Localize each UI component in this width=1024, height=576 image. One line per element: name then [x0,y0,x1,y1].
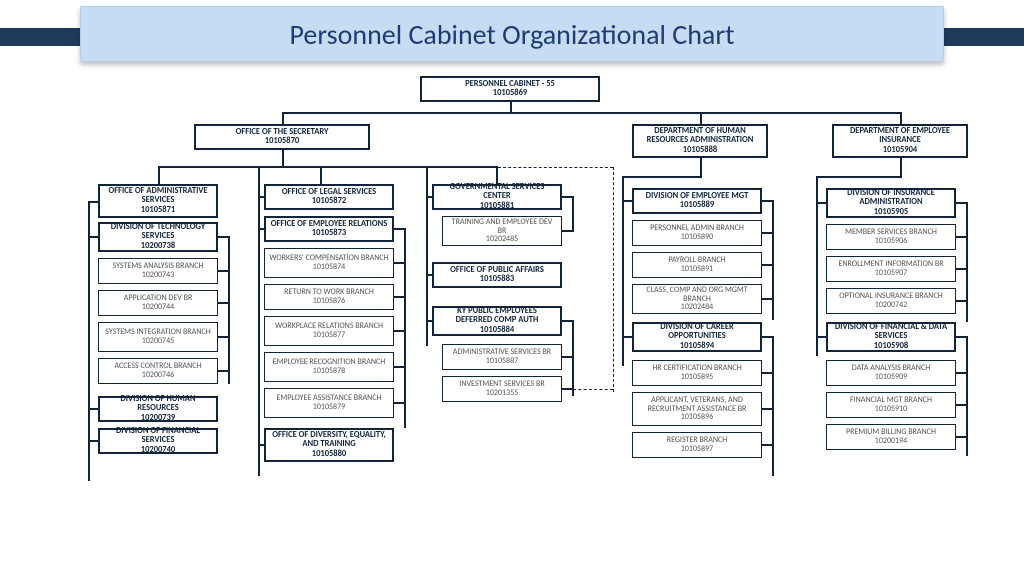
node-career-opp: DIVISION OF CAREER OPPORTUNITIES 1010589… [632,322,762,352]
node-personnel-admin: PERSONNEL ADMIN BRANCH 10105890 [632,220,762,246]
node-sys-integration: SYSTEMS INTEGRATION BRANCH 10200745 [98,322,218,352]
node-member-svc: MEMBER SERVICES BRANCH 10105906 [826,224,956,250]
node-div-hr: DIVISION OF HUMAN RESOURCES 10200739 [98,396,218,422]
node-training-dev: TRAINING AND EMPLOYEE DEV BR 10202485 [442,216,562,246]
node-hr-cert: HR CERTIFICATION BRANCH 10105895 [632,360,762,386]
node-gov-services: GOVERNMENTAL SERVICES CENTER 10105881 [432,184,562,210]
node-admin-services: OFFICE OF ADMINISTRATIVE SERVICES 101058… [98,184,218,218]
node-app-dev: APPLICATION DEV BR 10200744 [98,290,218,316]
node-workplace-rel: WORKPLACE RELATIONS BRANCH 10105877 [264,316,394,346]
node-return-work: RETURN TO WORK BRANCH 10105876 [264,284,394,310]
node-public-affairs: OFFICE OF PUBLIC AFFAIRS 10105883 [432,262,562,288]
node-access-control: ACCESS CONTROL BRANCH 10200746 [98,358,218,384]
node-diversity: OFFICE OF DIVERSITY, EQUALITY, AND TRAIN… [264,428,394,462]
node-payroll: PAYROLL BRANCH 10105891 [632,252,762,278]
node-fin-data: DIVISION OF FINANCIAL & DATA SERVICES 10… [826,322,956,352]
node-enrollment: ENROLLMENT INFORMATION BR 10105907 [826,256,956,282]
node-root: PERSONNEL CABINET - 55 10105869 [420,76,600,102]
node-admin-svc-br: ADMINISTRATIVE SERVICES BR 10105887 [442,344,562,370]
node-investment-svc: INVESTMENT SERVICES BR 10201355 [442,376,562,402]
node-premium-billing: PREMIUM BILLING BRANCH 10200194 [826,424,956,450]
node-applicant: APPLICANT, VETERANS, AND RECRUITMENT ASS… [632,392,762,426]
node-emp-recognition: EMPLOYEE RECOGNITION BRANCH 10105878 [264,352,394,382]
node-div-emp-mgt: DIVISION OF EMPLOYEE MGT 10105889 [632,188,762,214]
node-emp-relations: OFFICE OF EMPLOYEE RELATIONS 10105873 [264,216,394,242]
node-emp-assistance: EMPLOYEE ASSISTANCE BRANCH 10105879 [264,388,394,418]
node-emp-ins: DEPARTMENT OF EMPLOYEE INSURANCE 1010590… [832,124,968,158]
node-sys-analysis: SYSTEMS ANALYSIS BRANCH 10200743 [98,258,218,284]
chart-title: Personnel Cabinet Organizational Chart [80,6,944,62]
node-div-fin: DIVISION OF FINANCIAL SERVICES 10200740 [98,428,218,454]
node-class-comp: CLASS, COMP AND ORG MGMT BRANCH 10202484 [632,284,762,314]
node-ins-admin: DIVISION OF INSURANCE ADMINISTRATION 101… [826,188,956,218]
node-fin-mgt: FINANCIAL MGT BRANCH 10105910 [826,392,956,418]
node-tech-services: DIVISION OF TECHNOLOGY SERVICES 10200738 [98,222,218,252]
node-legal: OFFICE OF LEGAL SERVICES 10105872 [264,184,394,210]
node-secretary: OFFICE OF THE SECRETARY 10105870 [194,124,370,150]
node-hr-admin: DEPARTMENT OF HUMAN RESOURCES ADMINISTRA… [632,124,768,158]
node-register: REGISTER BRANCH 10105897 [632,432,762,458]
node-data-analysis: DATA ANALYSIS BRANCH 10105909 [826,360,956,386]
title-text: Personnel Cabinet Organizational Chart [290,17,735,52]
node-ky-deferred: KY PUBLIC EMPLOYEES DEFERRED COMP AUTH 1… [432,306,562,336]
node-workers-comp: WORKERS' COMPENSATION BRANCH 10105874 [264,248,394,278]
node-optional-ins: OPTIONAL INSURANCE BRANCH 10200742 [826,288,956,314]
